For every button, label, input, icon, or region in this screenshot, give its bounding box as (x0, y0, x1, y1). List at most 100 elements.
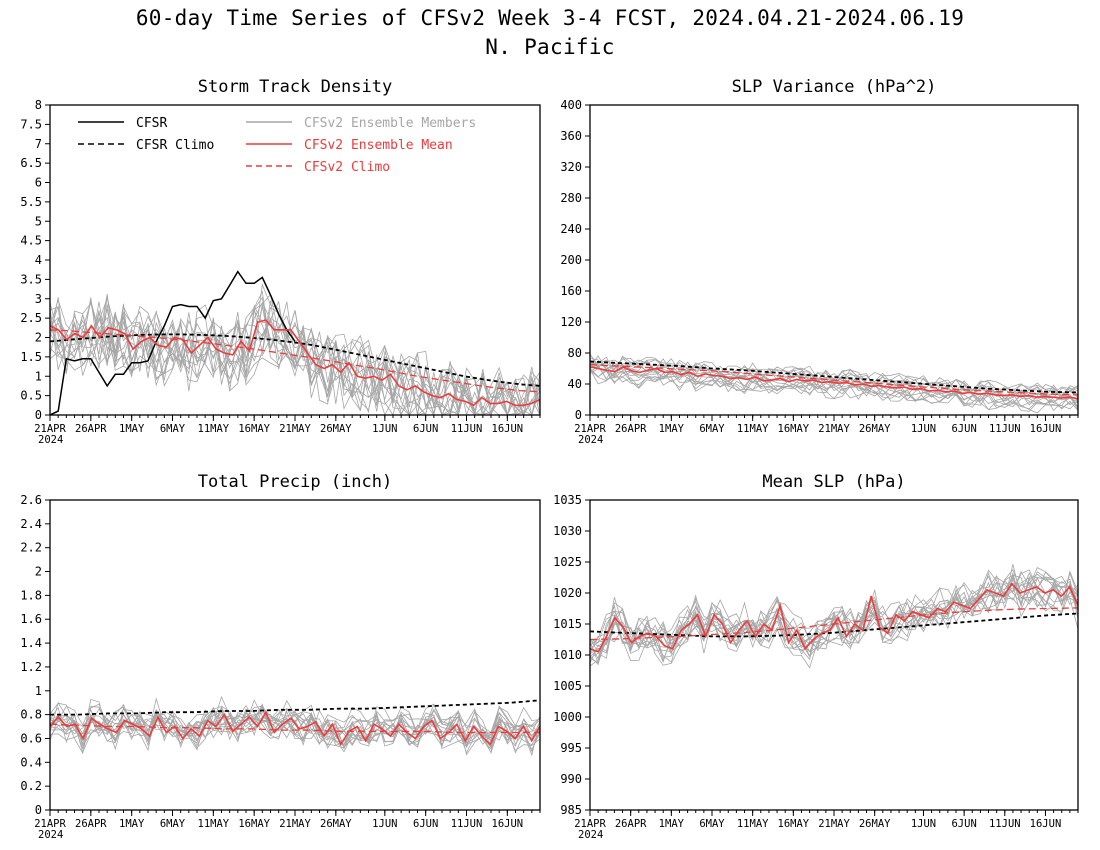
ensemble-member-line (50, 709, 540, 750)
ensemble-member-line (50, 283, 540, 415)
y-tick-label: 320 (560, 160, 582, 174)
y-tick-label: 360 (560, 129, 582, 143)
y-tick-label: 1010 (553, 648, 582, 662)
y-tick-label: 160 (560, 284, 582, 298)
y-tick-label: 3 (35, 292, 42, 306)
plot-frame (49, 499, 541, 811)
ensemble-mean-line (50, 319, 540, 407)
y-tick-label: 80 (568, 346, 582, 360)
x-tick-label: 21APR (574, 818, 606, 830)
y-tick-label: 5 (35, 214, 42, 228)
plot-area (590, 564, 1078, 669)
plot-area (590, 353, 1078, 414)
y-tick-label: 2.5 (20, 311, 42, 325)
y-tick-label: 240 (560, 222, 582, 236)
y-tick-label: 1 (35, 684, 42, 698)
x-tick-label: 1JUN (911, 818, 936, 830)
y-tick-label: 6 (35, 176, 42, 190)
y-tick-label: 2 (35, 565, 42, 579)
cfsv2-climo-line (50, 723, 540, 734)
x-tick-label: 16JUN (492, 423, 524, 435)
x-tick-label: 21MAY (818, 818, 850, 830)
y-tick-label: 1025 (553, 555, 582, 569)
y-tick-label: 4.5 (20, 234, 42, 248)
plot-frame (589, 499, 1079, 811)
ensemble-member-line (590, 353, 1078, 401)
y-tick-label: 0 (35, 803, 42, 817)
x-year-label: 2024 (38, 434, 63, 446)
legend-label-members: CFSv2 Ensemble Members (304, 116, 476, 131)
y-tick-label: 8 (35, 98, 42, 112)
x-tick-label: 26MAY (859, 423, 891, 435)
y-tick-label: 985 (560, 803, 582, 817)
cfsv2-climo-line (590, 607, 1078, 641)
x-year-label: 2024 (578, 829, 603, 841)
x-tick-label: 26APR (75, 423, 107, 435)
x-tick-label: 1MAY (659, 818, 685, 830)
x-tick-label: 11MAY (198, 818, 230, 830)
y-tick-label: 0.5 (20, 389, 42, 403)
y-tick-label: 1000 (553, 710, 582, 724)
y-tick-label: 1.4 (20, 636, 42, 650)
chart-panel-2: SLP Variance (hPa^2) 0 40 80 120 160 200 240 280… (560, 77, 1079, 446)
ensemble-member-line (50, 708, 540, 757)
y-tick-label: 1.2 (20, 660, 42, 674)
ensemble-member-line (590, 368, 1078, 412)
y-tick-label: 4 (35, 253, 42, 267)
legend-label-ens-mean: CFSv2 Ensemble Mean (304, 138, 453, 153)
x-tick-label: 6MAY (160, 423, 186, 435)
x-tick-label: 26MAY (320, 423, 352, 435)
x-tick-label: 21MAY (818, 423, 850, 435)
x-tick-label: 16JUN (1030, 818, 1062, 830)
panel-title: SLP Variance (hPa^2) (732, 77, 937, 97)
x-tick-label: 1MAY (659, 423, 685, 435)
x-tick-label: 16MAY (778, 818, 810, 830)
ensemble-member-line (590, 569, 1078, 654)
cfsr-line (50, 270, 296, 415)
y-tick-label: 7 (35, 137, 42, 151)
plot-area (50, 695, 540, 757)
y-tick-label: 400 (560, 98, 582, 112)
x-tick-label: 26APR (615, 818, 647, 830)
y-tick-label: 1015 (553, 617, 582, 631)
legend: CFSR CFSR Climo CFSv2 Ensemble Members CFSv… (78, 116, 476, 175)
y-tick-label: 1020 (553, 586, 582, 600)
x-tick-label: 21MAY (279, 423, 311, 435)
panel-title: Storm Track Density (198, 77, 392, 97)
y-tick-label: 3.5 (20, 272, 42, 286)
legend-label-cfsr: CFSR (136, 116, 167, 131)
cfsr-climo-line (50, 699, 540, 716)
ensemble-member-line (50, 304, 540, 415)
x-tick-label: 6JUN (951, 423, 976, 435)
x-tick-label: 21MAY (279, 818, 311, 830)
x-tick-label: 1MAY (119, 423, 145, 435)
x-tick-label: 21APR (574, 423, 606, 435)
legend-label-cfsr-climo: CFSR Climo (136, 138, 214, 153)
y-tick-label: 7.5 (20, 117, 42, 131)
ensemble-member-line (50, 705, 540, 746)
x-tick-label: 11MAY (198, 423, 230, 435)
y-tick-label: 2.4 (20, 517, 42, 531)
y-tick-label: 200 (560, 253, 582, 267)
x-tick-label: 11MAY (737, 818, 769, 830)
x-year-label: 2024 (578, 434, 603, 446)
ensemble-member-line (50, 701, 540, 749)
ensemble-member-line (590, 574, 1078, 664)
y-tick-label: 1.5 (20, 350, 42, 364)
plot-frame (49, 104, 541, 416)
x-tick-label: 11JUN (451, 818, 483, 830)
x-tick-label: 26MAY (859, 818, 891, 830)
ensemble-mean-line (590, 366, 1078, 400)
cfsr-climo-line (590, 612, 1078, 638)
y-tick-label: 2.2 (20, 541, 42, 555)
plot-area (50, 270, 540, 415)
y-tick-label: 0.6 (20, 731, 42, 745)
y-tick-label: 2.6 (20, 493, 42, 507)
plot-frame (589, 104, 1079, 416)
x-tick-label: 16JUN (492, 818, 524, 830)
figure-title-line1: 60-day Time Series of CFSv2 Week 3-4 FCS… (135, 6, 965, 30)
x-tick-label: 6JUN (951, 818, 976, 830)
x-tick-label: 11JUN (989, 818, 1021, 830)
panel-title: Total Precip (inch) (198, 472, 392, 492)
ensemble-mean-line (50, 710, 540, 747)
